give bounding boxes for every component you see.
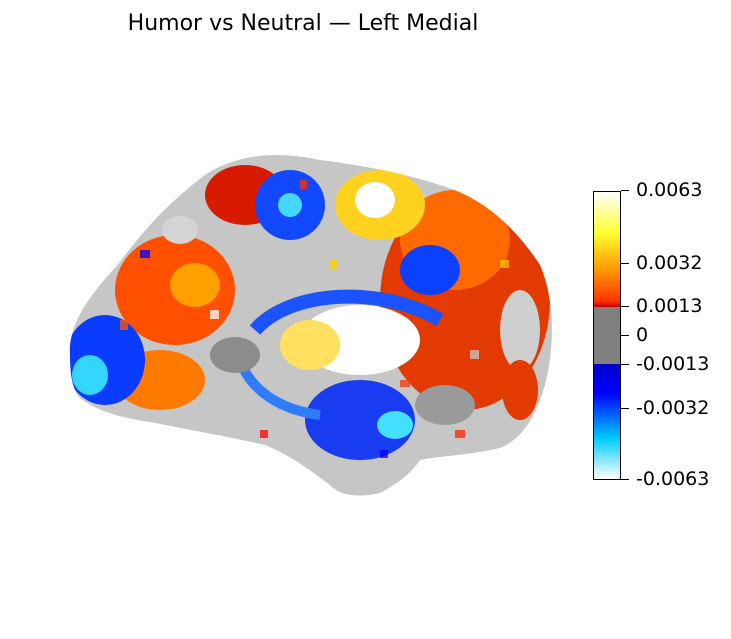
colorbar-tick-label: 0.0032 <box>636 252 703 274</box>
figure-title: Humor vs Neutral — Left Medial <box>127 11 479 36</box>
colorbar-tick <box>621 190 629 191</box>
colorbar-tick <box>621 364 629 365</box>
colorbar-tick-label: -0.0032 <box>636 397 710 419</box>
colorbar-tick-label: 0.0013 <box>636 295 703 317</box>
colorbar-tick-label: 0 <box>636 324 649 346</box>
colorbar-tick-label: -0.0013 <box>636 353 710 375</box>
colorbar-tick-label: 0.0063 <box>636 179 703 201</box>
colorbar <box>593 191 621 480</box>
colorbar-tick <box>621 479 629 480</box>
colorbar-tick-label: -0.0063 <box>636 468 710 490</box>
colorbar-tick <box>621 263 629 264</box>
colorbar-tick <box>621 335 629 336</box>
colorbar-tick <box>621 408 629 409</box>
colorbar-tick <box>621 306 629 307</box>
